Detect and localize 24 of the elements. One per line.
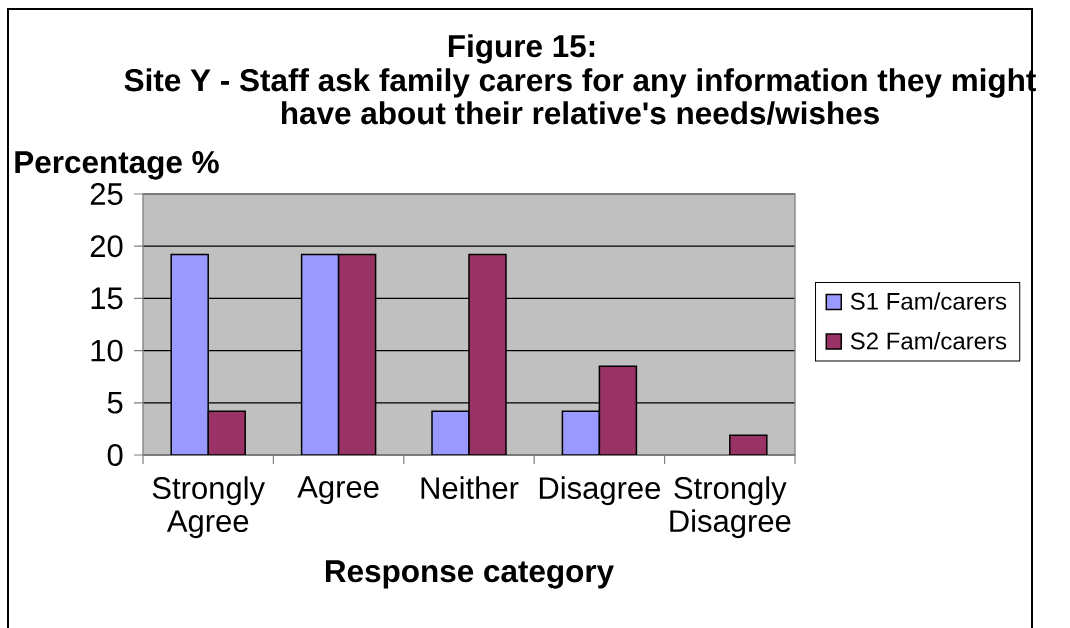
bar [561,410,601,456]
x-tick-label: Strongly Agree [152,476,265,539]
bar [300,253,340,456]
x-axis-title: Response category [325,560,614,589]
x-tick-label: Strongly Disagree [670,476,791,539]
y-tick-label: 15 [91,287,123,310]
bar [207,410,246,456]
bar [468,253,507,456]
bar [431,410,470,456]
y-tick-label: 5 [107,391,123,414]
legend-label: S2 Fam/carers [850,331,1007,350]
x-tick-label: Agree [297,476,379,505]
x-tick-label: Neither [421,476,519,500]
bar [337,253,377,456]
y-tick-label: 25 [90,183,123,205]
y-tick-label: 0 [107,444,123,466]
bar [598,365,638,456]
y-tick-label: 10 [91,339,123,362]
chart-title: Figure 15: [448,34,595,64]
bar [170,253,209,456]
x-tick-label: Disagree [539,476,661,506]
legend-label: S1 Fam/carers [850,292,1007,310]
y-tick-label: 20 [90,235,123,258]
y-axis-title: Percentage % [15,151,219,180]
